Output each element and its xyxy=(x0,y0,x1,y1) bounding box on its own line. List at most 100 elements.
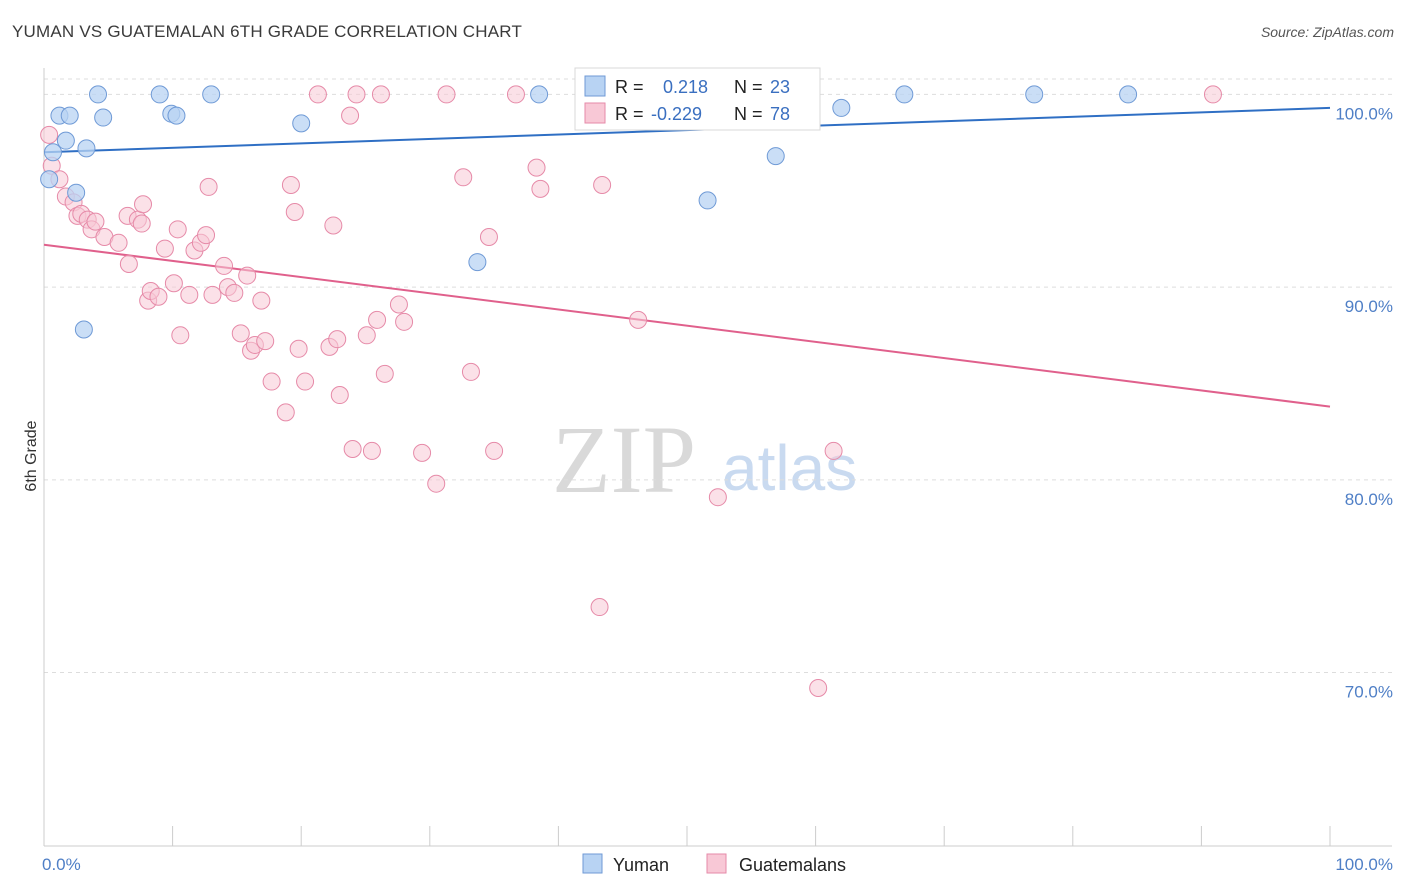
guatemalan-point xyxy=(296,372,315,391)
stats-r-label-guatemalans: R = xyxy=(615,104,644,124)
yuman-point xyxy=(74,320,93,339)
guatemalan-point xyxy=(708,488,727,507)
yuman-point xyxy=(150,85,169,104)
guatemalan-trend-line xyxy=(43,243,1331,408)
guatemalan-point xyxy=(809,678,828,697)
yuman-point xyxy=(44,143,63,162)
legend: Yuman Guatemalans xyxy=(582,853,846,875)
stats-swatch-guatemalans xyxy=(584,102,606,124)
legend-label-yuman: Yuman xyxy=(613,855,669,875)
guatemalan-point xyxy=(341,106,360,125)
guatemalan-point xyxy=(285,202,304,221)
y-tick-label: 80.0% xyxy=(1345,490,1393,509)
guatemalan-point xyxy=(395,312,414,331)
guatemalan-point xyxy=(155,239,174,258)
guatemalan-point xyxy=(485,441,504,460)
yuman-point xyxy=(1025,85,1044,104)
yuman-point xyxy=(167,106,186,125)
yuman-point xyxy=(1119,85,1138,104)
yuman-point xyxy=(89,85,108,104)
guatemalan-point xyxy=(362,441,381,460)
yuman-point xyxy=(56,131,75,150)
guatemalan-point xyxy=(593,175,612,194)
axes: 100.0% 90.0% 80.0% 70.0% 0.0% 100.0% xyxy=(42,68,1393,874)
stats-n-label-guatemalans: N = xyxy=(734,104,763,124)
yuman-point xyxy=(698,191,717,210)
guatemalan-point xyxy=(199,177,218,196)
x-tick-label: 0.0% xyxy=(42,855,81,874)
guatemalan-point xyxy=(197,226,216,245)
guatemalan-point xyxy=(437,85,456,104)
yuman-point xyxy=(895,85,914,104)
guatemalan-point xyxy=(276,403,295,422)
yuman-point xyxy=(766,147,785,166)
x-tick-label: 100.0% xyxy=(1335,855,1393,874)
watermark-zip: ZIP xyxy=(552,406,696,513)
guatemalan-point xyxy=(132,214,151,233)
guatemalan-point xyxy=(119,255,138,274)
guatemalan-point xyxy=(231,324,250,343)
trend-lines xyxy=(43,106,1331,408)
guatemalan-point xyxy=(256,332,275,351)
guatemalan-point xyxy=(252,291,271,310)
guatemalan-point xyxy=(461,362,480,381)
stats-n-label-yuman: N = xyxy=(734,77,763,97)
guatemalan-point xyxy=(203,285,222,304)
legend-swatch-guatemalans xyxy=(706,853,727,874)
y-tick-label: 90.0% xyxy=(1345,297,1393,316)
guatemalan-point xyxy=(824,441,843,460)
stats-r-label-yuman: R = xyxy=(615,77,644,97)
stats-box: R = 0.218 N = 23 R = -0.229 N = 78 xyxy=(574,67,821,131)
guatemalan-point xyxy=(413,443,432,462)
guatemalan-point xyxy=(1203,85,1222,104)
guatemalan-point xyxy=(40,125,59,144)
y-tick-label: 100.0% xyxy=(1335,104,1393,123)
y-tick-label: 70.0% xyxy=(1345,683,1393,702)
guatemalan-point xyxy=(171,326,190,345)
guatemalan-point xyxy=(134,195,153,214)
yuman-point xyxy=(77,139,96,158)
guatemalan-point xyxy=(324,216,343,235)
guatemalan-point xyxy=(149,287,168,306)
stats-r-value-guatemalans: -0.229 xyxy=(651,104,702,124)
stats-swatch-yuman xyxy=(584,75,606,97)
yuman-point xyxy=(67,183,86,202)
data-points xyxy=(40,85,1222,697)
guatemalan-point xyxy=(330,386,349,405)
guatemalan-point xyxy=(343,440,362,459)
guatemalan-point xyxy=(238,266,257,285)
guatemalan-point xyxy=(427,474,446,493)
legend-swatch-yuman xyxy=(582,853,603,874)
guatemalan-point xyxy=(531,179,550,198)
guatemalan-point xyxy=(308,85,327,104)
yuman-point xyxy=(468,253,487,272)
guatemalan-point xyxy=(389,295,408,314)
yuman-point xyxy=(292,114,311,133)
guatemalan-point xyxy=(629,310,648,329)
guatemalan-point xyxy=(215,256,234,275)
guatemalan-point xyxy=(180,285,199,304)
guatemalan-point xyxy=(168,220,187,239)
guatemalan-point xyxy=(164,274,183,293)
stats-n-value-guatemalans: 78 xyxy=(770,104,790,124)
guatemalan-point xyxy=(328,330,347,349)
guatemalan-point xyxy=(281,175,300,194)
stats-r-value-yuman: 0.218 xyxy=(663,77,708,97)
guatemalan-point xyxy=(347,85,366,104)
guatemalan-point xyxy=(527,158,546,177)
stats-n-value-yuman: 23 xyxy=(770,77,790,97)
stats-box-frame xyxy=(574,67,821,131)
yuman-point xyxy=(94,108,113,127)
guatemalan-point xyxy=(289,339,308,358)
yuman-point xyxy=(202,85,221,104)
guatemalan-point xyxy=(357,326,376,345)
yuman-point xyxy=(530,85,549,104)
guatemalan-point xyxy=(262,372,281,391)
guatemalan-point xyxy=(371,85,390,104)
guatemalan-point xyxy=(368,310,387,329)
yuman-point xyxy=(832,98,851,117)
guatemalan-point xyxy=(225,283,244,302)
guatemalan-point xyxy=(454,168,473,187)
guatemalan-point xyxy=(109,233,128,252)
